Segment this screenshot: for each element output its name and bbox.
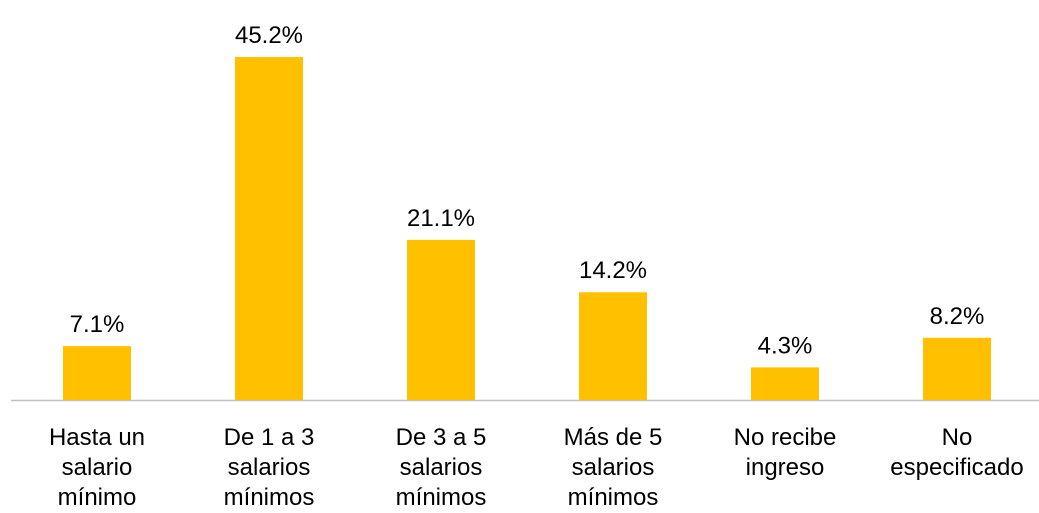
bar [751, 367, 819, 400]
value-label: 4.3% [758, 332, 813, 359]
bar [923, 337, 991, 400]
x-tick-label: Hasta un salario mínimo [48, 424, 146, 511]
bar [235, 57, 303, 400]
value-label: 45.2% [235, 22, 303, 49]
bar [63, 346, 131, 400]
value-label: 7.1% [70, 311, 125, 338]
bar [579, 292, 647, 400]
x-tick-label: No especificado [890, 424, 1024, 481]
x-tick-label: De 3 a 5 salarios mínimos [395, 424, 487, 511]
value-label: 14.2% [579, 257, 647, 284]
x-tick-label: De 1 a 3 salarios mínimos [223, 424, 315, 511]
value-label: 21.1% [407, 205, 475, 232]
value-label: 8.2% [930, 303, 985, 330]
x-tick-label: Más de 5 salarios mínimos [563, 424, 663, 511]
bar [407, 239, 475, 400]
x-tick-label: No recibe ingreso [733, 424, 837, 481]
